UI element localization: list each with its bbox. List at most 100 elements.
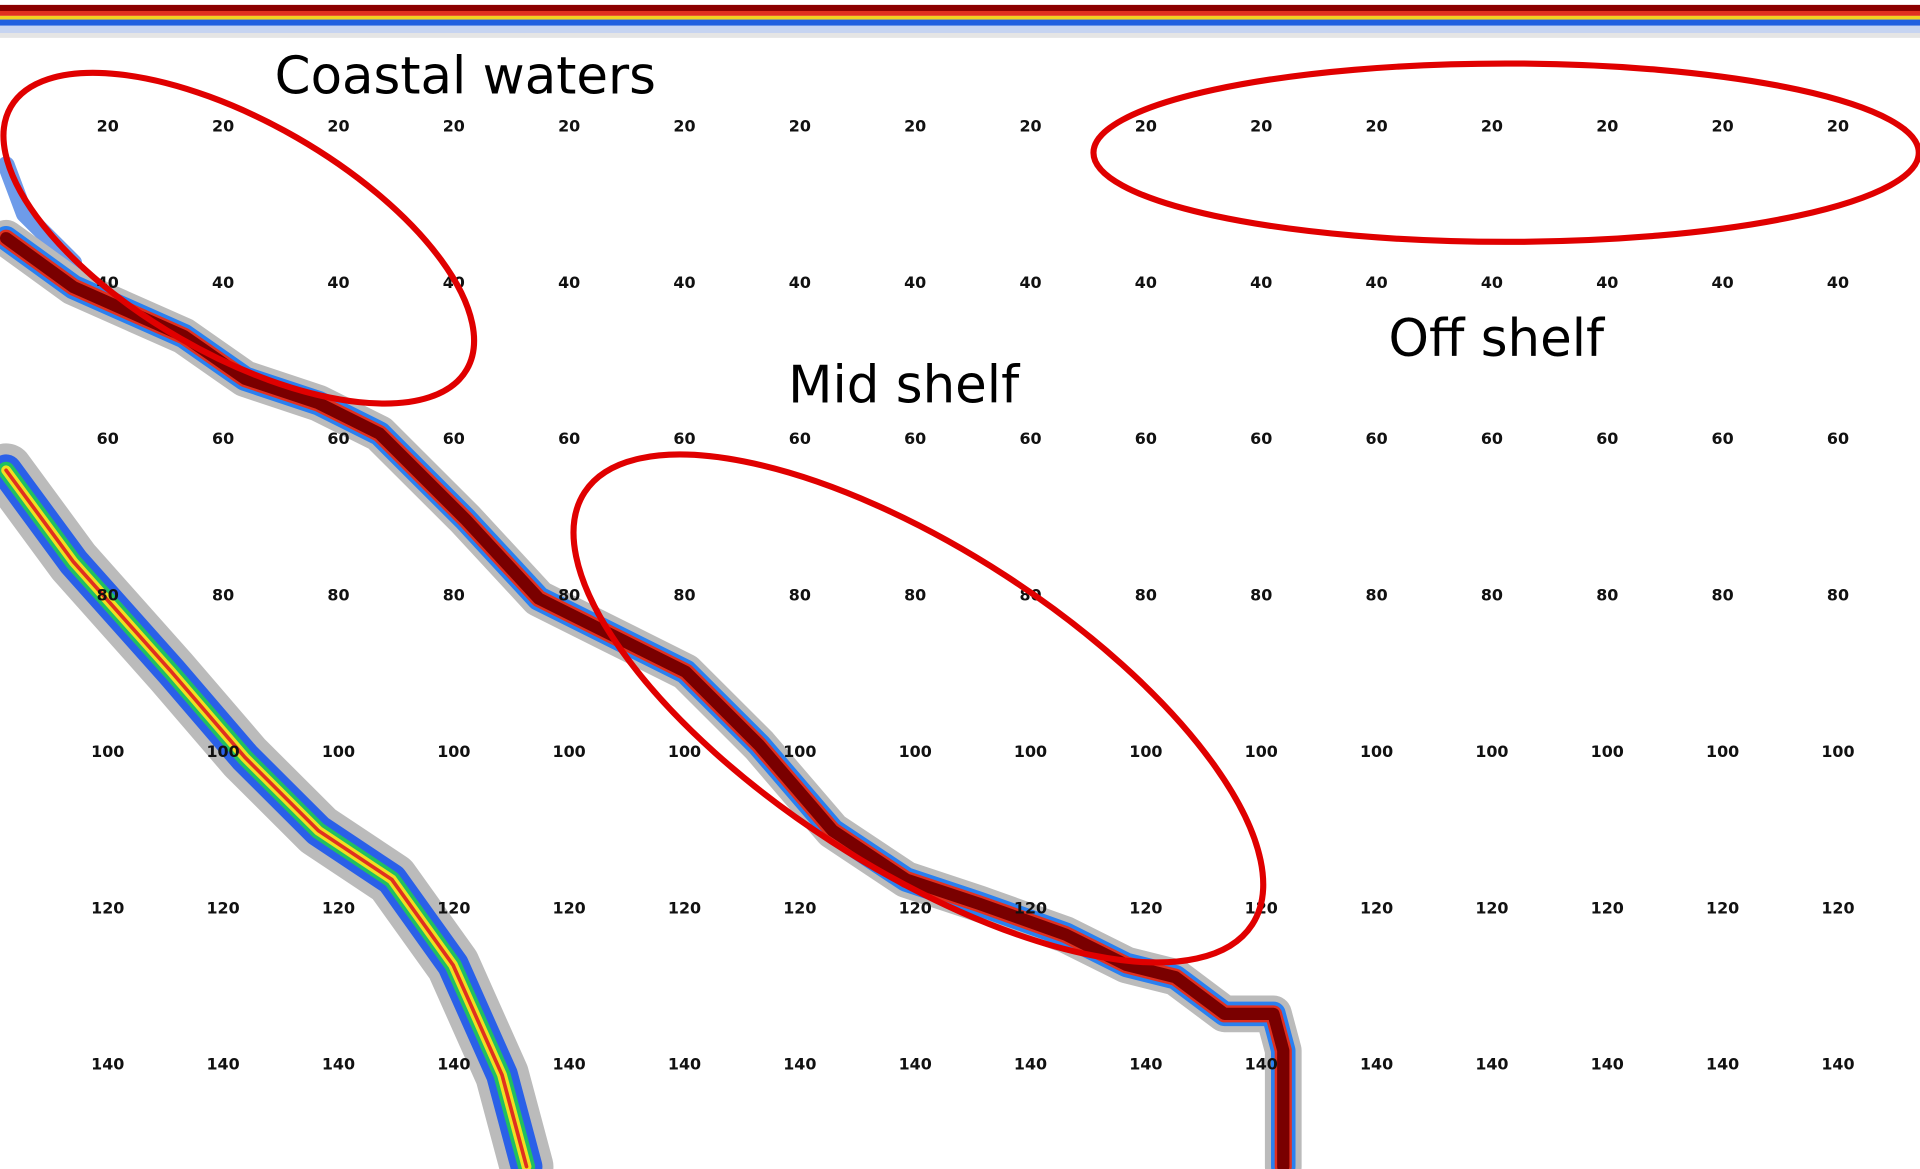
depth-label: 60: [97, 429, 119, 448]
depth-label: 120: [322, 898, 355, 917]
depth-label: 100: [437, 742, 470, 761]
depth-label: 120: [1014, 898, 1047, 917]
depth-label: 100: [1014, 742, 1047, 761]
depth-label: 20: [1135, 117, 1157, 136]
depth-label: 40: [1712, 273, 1734, 292]
depth-label: 120: [783, 898, 816, 917]
depth-label: 140: [1821, 1055, 1854, 1074]
depth-label: 140: [437, 1055, 470, 1074]
depth-label: 60: [1596, 429, 1618, 448]
depth-label: 120: [1591, 898, 1624, 917]
depth-label: 140: [1475, 1055, 1508, 1074]
depth-label: 100: [1821, 742, 1854, 761]
depth-label: 60: [1135, 429, 1157, 448]
depth-label: 100: [1129, 742, 1162, 761]
depth-label: 80: [558, 586, 580, 605]
depth-label: 20: [97, 117, 119, 136]
depth-label: 20: [212, 117, 234, 136]
depth-label: 40: [673, 273, 695, 292]
depth-label: 140: [1591, 1055, 1624, 1074]
depth-label: 80: [1481, 586, 1503, 605]
depth-label: 100: [322, 742, 355, 761]
depth-label: 140: [1360, 1055, 1393, 1074]
depth-label: 140: [783, 1055, 816, 1074]
depth-label: 100: [1475, 742, 1508, 761]
depth-label: 40: [904, 273, 926, 292]
depth-label: 60: [1712, 429, 1734, 448]
depth-label: 60: [1250, 429, 1272, 448]
depth-label: 80: [904, 586, 926, 605]
depth-label: 20: [1596, 117, 1618, 136]
depth-label: 20: [1366, 117, 1388, 136]
depth-label: 60: [789, 429, 811, 448]
depth-label: 20: [904, 117, 926, 136]
depth-label: 100: [1245, 742, 1278, 761]
depth-label: 120: [1129, 898, 1162, 917]
depth-label: 60: [1827, 429, 1849, 448]
depth-label: 100: [553, 742, 586, 761]
depth-label: 20: [789, 117, 811, 136]
off-shelf-ellipse: [1093, 64, 1918, 242]
depth-label: 20: [1019, 117, 1041, 136]
mid-shelf-ellipse: [498, 359, 1339, 1058]
depth-label: 60: [673, 429, 695, 448]
depth-label: 100: [207, 742, 240, 761]
depth-label: 120: [1706, 898, 1739, 917]
depth-label: 120: [91, 898, 124, 917]
depth-label: 20: [1827, 117, 1849, 136]
annotation: Coastal waters: [275, 46, 656, 106]
depth-label: 120: [553, 898, 586, 917]
annotation: Off shelf: [1388, 309, 1606, 369]
depth-label: 100: [668, 742, 701, 761]
depth-label: 40: [1135, 273, 1157, 292]
depth-label: 120: [1360, 898, 1393, 917]
depth-label: 40: [1481, 273, 1503, 292]
depth-label: 120: [899, 898, 932, 917]
depth-label: 20: [1481, 117, 1503, 136]
depth-label: 140: [322, 1055, 355, 1074]
depth-label: 140: [91, 1055, 124, 1074]
depth-label: 100: [1591, 742, 1624, 761]
surface-band: [0, 5, 1920, 38]
depth-label: 140: [1245, 1055, 1278, 1074]
depth-label: 100: [1360, 742, 1393, 761]
depth-label: 20: [673, 117, 695, 136]
depth-label: 100: [783, 742, 816, 761]
depth-label: 80: [673, 586, 695, 605]
depth-label: 80: [1827, 586, 1849, 605]
depth-label: 140: [1706, 1055, 1739, 1074]
depth-label: 140: [668, 1055, 701, 1074]
depth-label: 140: [207, 1055, 240, 1074]
depth-label: 60: [1019, 429, 1041, 448]
depth-label: 120: [1475, 898, 1508, 917]
depth-label: 40: [1019, 273, 1041, 292]
depth-label: 60: [327, 429, 349, 448]
depth-label: 80: [1712, 586, 1734, 605]
depth-label: 140: [553, 1055, 586, 1074]
depth-label: 120: [1821, 898, 1854, 917]
depth-label: 40: [558, 273, 580, 292]
depth-label: 20: [1712, 117, 1734, 136]
depth-label: 60: [1366, 429, 1388, 448]
depth-label: 20: [327, 117, 349, 136]
depth-label: 80: [1135, 586, 1157, 605]
depth-label: 60: [558, 429, 580, 448]
depth-label: 140: [899, 1055, 932, 1074]
depth-label: 60: [212, 429, 234, 448]
depth-label: 80: [789, 586, 811, 605]
depth-label: 60: [904, 429, 926, 448]
depth-label: 80: [212, 586, 234, 605]
depth-label: 80: [1366, 586, 1388, 605]
depth-label: 80: [327, 586, 349, 605]
depth-label: 80: [1250, 586, 1272, 605]
depth-label: 120: [207, 898, 240, 917]
depth-label: 40: [327, 273, 349, 292]
depth-label: 40: [789, 273, 811, 292]
depth-label: 120: [437, 898, 470, 917]
depth-label: 40: [212, 273, 234, 292]
echogram: 2020202020202020202020202020202040404040…: [0, 0, 1920, 1169]
annotation: Mid shelf: [788, 355, 1021, 415]
depth-label: 40: [1366, 273, 1388, 292]
depth-label: 80: [443, 586, 465, 605]
